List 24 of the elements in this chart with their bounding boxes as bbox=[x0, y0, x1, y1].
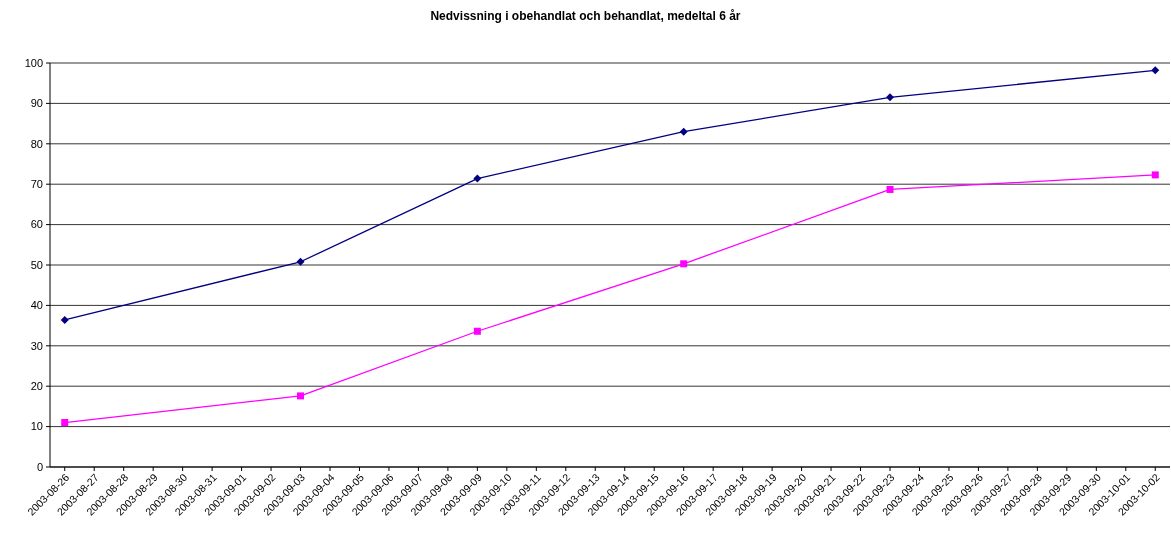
chart-title: Nedvissning i obehandlat och behandlat, medeltal 6 år bbox=[430, 9, 741, 23]
point bbox=[886, 93, 894, 102]
y-tick-label: 90 bbox=[30, 97, 43, 110]
point bbox=[60, 315, 69, 324]
point bbox=[679, 127, 688, 136]
point bbox=[297, 392, 305, 400]
y-tick-label: 100 bbox=[24, 56, 43, 69]
y-tick-label: 0 bbox=[36, 460, 43, 473]
point bbox=[1151, 171, 1159, 179]
point bbox=[886, 185, 894, 193]
point bbox=[473, 174, 482, 183]
y-tick-label: 30 bbox=[30, 339, 43, 352]
point bbox=[61, 419, 69, 427]
y-tick-label: 10 bbox=[30, 420, 43, 433]
y-tick-label: 70 bbox=[30, 178, 43, 191]
y-tick-label: 20 bbox=[30, 380, 43, 393]
y-tick-label: 60 bbox=[30, 218, 43, 231]
point bbox=[296, 257, 305, 266]
point bbox=[473, 327, 481, 335]
point bbox=[1151, 66, 1160, 75]
y-tick-label: 80 bbox=[30, 137, 43, 150]
y-tick-label: 40 bbox=[30, 299, 43, 312]
point bbox=[680, 260, 688, 268]
y-tick-label: 50 bbox=[30, 258, 43, 271]
